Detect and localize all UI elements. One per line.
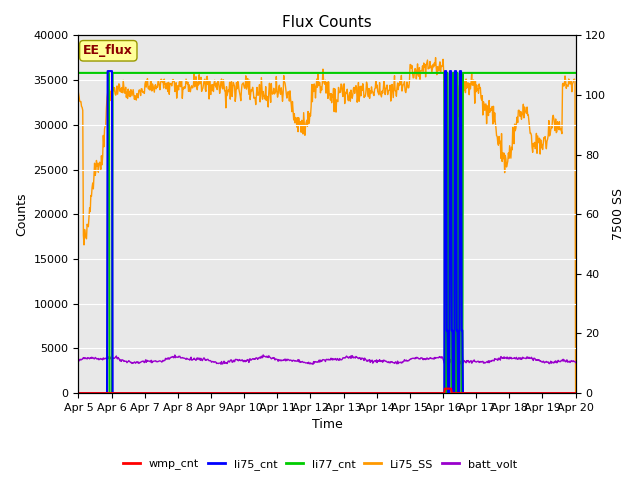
Y-axis label: 7500 SS: 7500 SS: [612, 188, 625, 240]
X-axis label: Time: Time: [312, 419, 342, 432]
Legend: wmp_cnt, li75_cnt, li77_cnt, Li75_SS, batt_volt: wmp_cnt, li75_cnt, li77_cnt, Li75_SS, ba…: [119, 455, 521, 474]
Title: Flux Counts: Flux Counts: [282, 15, 372, 30]
Text: EE_flux: EE_flux: [83, 44, 133, 57]
Y-axis label: Counts: Counts: [15, 192, 28, 236]
